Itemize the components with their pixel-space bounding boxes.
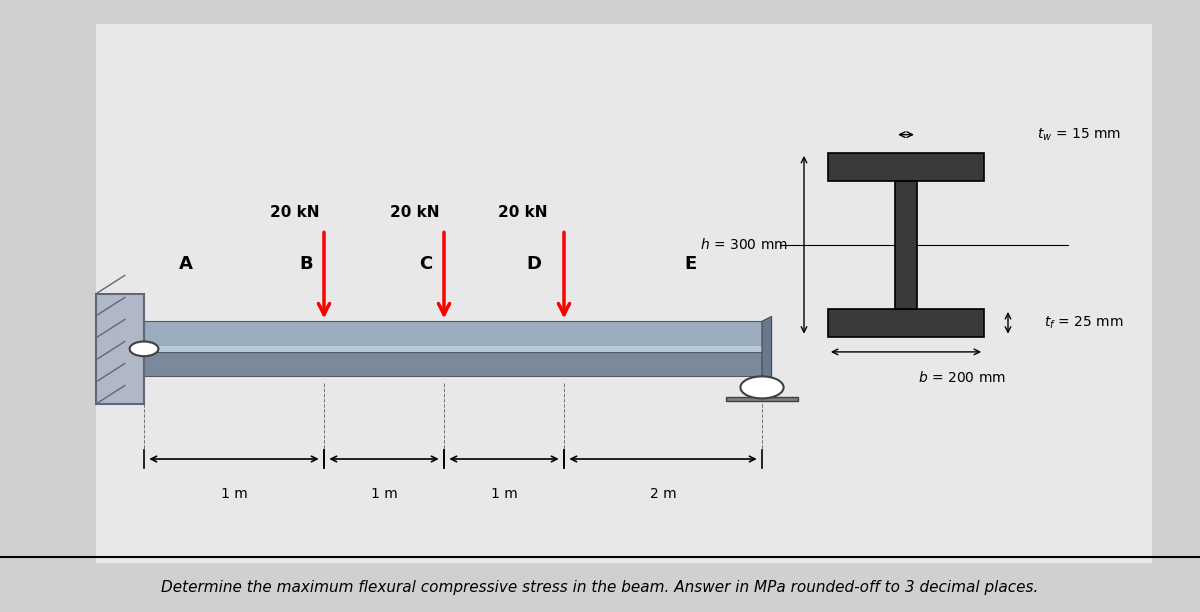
Bar: [828, 153, 984, 181]
Bar: [895, 181, 917, 309]
Text: E: E: [684, 255, 696, 274]
Text: $t_w$ = 15 mm: $t_w$ = 15 mm: [1037, 127, 1121, 143]
Bar: [726, 397, 798, 401]
Text: 1 m: 1 m: [371, 487, 397, 501]
Text: 1 m: 1 m: [491, 487, 517, 501]
FancyBboxPatch shape: [144, 321, 762, 346]
Text: 20 kN: 20 kN: [270, 205, 319, 220]
Circle shape: [740, 376, 784, 398]
Text: $h$ = 300 mm: $h$ = 300 mm: [700, 237, 788, 252]
Polygon shape: [762, 316, 772, 381]
Text: 1 m: 1 m: [221, 487, 247, 501]
FancyBboxPatch shape: [96, 24, 1152, 563]
Text: Determine the maximum flexural compressive stress in the beam. Answer in MPa rou: Determine the maximum flexural compressi…: [161, 580, 1039, 595]
Text: $b$ = 200 mm: $b$ = 200 mm: [918, 370, 1006, 386]
FancyBboxPatch shape: [144, 352, 762, 376]
Bar: [96, 294, 144, 404]
Circle shape: [130, 341, 158, 356]
Text: B: B: [299, 255, 313, 274]
Text: A: A: [179, 255, 193, 274]
Text: D: D: [527, 255, 541, 274]
Text: 20 kN: 20 kN: [390, 205, 439, 220]
Bar: [144, 346, 762, 352]
Text: 2 m: 2 m: [649, 487, 677, 501]
Text: C: C: [419, 255, 433, 274]
Text: 20 kN: 20 kN: [498, 205, 547, 220]
Text: $t_f$ = 25 mm: $t_f$ = 25 mm: [1044, 315, 1123, 331]
Bar: [828, 309, 984, 337]
